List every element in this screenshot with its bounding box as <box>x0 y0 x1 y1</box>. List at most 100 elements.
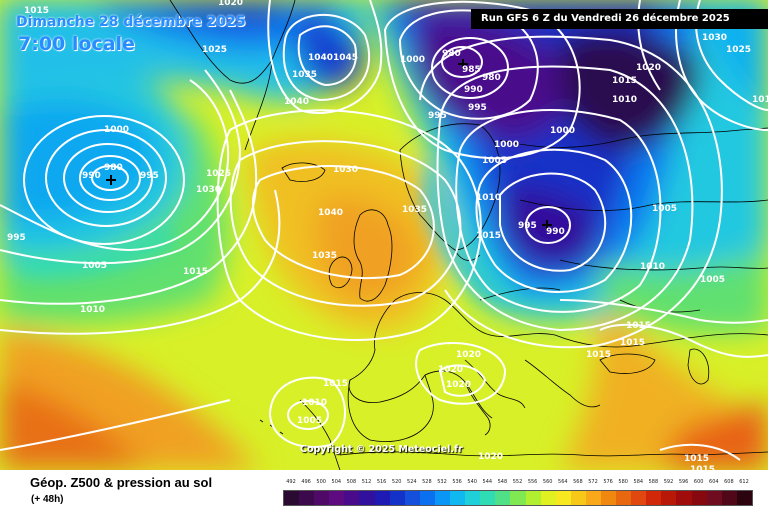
isobar-label: 1000 <box>550 126 575 136</box>
low-markers <box>106 59 552 230</box>
isobar-label: 1010 <box>752 95 768 105</box>
scale-label: 576 <box>603 479 613 485</box>
isobar-label: 1010 <box>640 262 665 272</box>
scale-label: 592 <box>663 479 674 485</box>
scale-label: 568 <box>573 479 583 485</box>
isobar-label: 1005 <box>297 416 322 426</box>
scale-label: 504 <box>331 479 342 485</box>
scale-label: 600 <box>693 479 704 485</box>
isobar-label: 990 <box>546 227 565 237</box>
weather-map: 990 980 995 1000 995 1005 1010 1015 1015… <box>0 0 768 470</box>
isobar-label: 1040 <box>308 53 333 63</box>
scale-label: 524 <box>407 479 417 485</box>
isobar-label: 995 <box>468 103 487 113</box>
scale-label: 544 <box>482 479 493 485</box>
isobar-label: 1025 <box>206 169 231 179</box>
scale-swatch <box>736 491 752 505</box>
scale-label: 596 <box>678 479 689 485</box>
isobar-label: 1010 <box>302 398 327 408</box>
isobar-label: 995 <box>518 221 537 231</box>
isobar-label: 1025 <box>202 45 227 55</box>
isobar-label: 1030 <box>196 185 221 195</box>
scale-swatch <box>450 491 466 505</box>
forecast-date: Dimanche 28 décembre 2025 <box>16 14 246 30</box>
scale-swatch <box>434 491 451 505</box>
isobar-label: 1020 <box>456 350 481 360</box>
scale-swatch <box>404 491 420 505</box>
scale-swatch <box>585 491 601 505</box>
forecast-time: 7:00 locale <box>18 33 135 55</box>
isobar-label: 1015 <box>690 465 715 470</box>
scale-swatch <box>676 491 692 505</box>
isobar-label: 1035 <box>312 251 337 261</box>
scale-swatch <box>555 491 571 505</box>
isobar-label: 1025 <box>726 45 751 55</box>
scale-swatch <box>691 491 707 505</box>
scale-swatch <box>661 491 677 505</box>
isobar-label: 1000 <box>400 55 425 65</box>
isobar-label: 990 <box>464 85 483 95</box>
geopotential-map-svg: 990 980 995 1000 995 1005 1010 1015 1015… <box>0 0 768 470</box>
isobar-label: 990 <box>82 171 101 181</box>
scale-label: 588 <box>648 479 659 485</box>
scale-label: 512 <box>361 479 372 485</box>
scale-label: 528 <box>422 479 432 485</box>
isobars <box>0 0 768 461</box>
scale-swatch <box>510 491 526 505</box>
isobar-label: 1030 <box>702 33 727 43</box>
run-banner: Run GFS 6 Z du Vendredi 26 décembre 2025 <box>471 9 768 29</box>
scale-label: 536 <box>452 479 462 485</box>
isobar-label: 995 <box>140 171 159 181</box>
isobar-label: 1020 <box>636 63 661 73</box>
scale-label: 552 <box>512 479 523 485</box>
isobar-label: 1045 <box>333 53 358 63</box>
scale-label: 604 <box>709 479 719 485</box>
isobar-label: 1020 <box>438 365 463 375</box>
isobar-label: 1020 <box>218 0 243 8</box>
isobar-label: 1005 <box>482 156 507 166</box>
isobar-label: 1015 <box>684 454 709 464</box>
isobar-label: 1005 <box>700 275 725 285</box>
scale-swatch <box>631 491 647 505</box>
scale-swatch <box>329 491 345 505</box>
isobar-label: 1015 <box>612 76 637 86</box>
isobar-label: 1000 <box>104 125 129 135</box>
legend-subtitle: (+ 48h) <box>31 494 64 505</box>
scale-label: 556 <box>527 479 538 485</box>
isobar-label: 1020 <box>446 380 471 390</box>
isobar-label: 980 <box>482 73 501 83</box>
isobar-label: 1035 <box>402 205 427 215</box>
scale-swatch <box>495 491 511 505</box>
scale-label: 612 <box>739 479 749 485</box>
isobar-label: 1035 <box>292 70 317 80</box>
isobar-label: 1000 <box>494 140 519 150</box>
isobar-label: 1010 <box>80 305 105 315</box>
scale-label: 492 <box>286 479 296 485</box>
isobar-label: 1040 <box>284 97 309 107</box>
scale-swatch <box>570 491 586 505</box>
isobar-label: 1010 <box>612 95 637 105</box>
isobar-label: 1015 <box>586 350 611 360</box>
scale-swatch <box>646 491 662 505</box>
color-scale-labels: 492 496 500 504 508 512 516 520 524 528 532 536 540 5… <box>283 479 751 489</box>
scale-swatch <box>299 491 315 505</box>
scale-swatch <box>359 491 375 505</box>
scale-swatch <box>540 491 556 505</box>
scale-label: 560 <box>542 479 553 485</box>
color-scale-bar <box>283 490 753 506</box>
scale-label: 540 <box>467 479 477 485</box>
scale-label: 520 <box>391 479 402 485</box>
isobar-label: 985 <box>462 65 481 75</box>
isobar-label: 995 <box>7 233 26 243</box>
scale-label: 584 <box>633 479 644 485</box>
scale-swatch <box>344 491 360 505</box>
scale-swatch <box>600 491 617 505</box>
legend-title: Géop. Z500 & pression au sol <box>30 475 213 490</box>
legend-footer: Géop. Z500 & pression au sol (+ 48h) 492… <box>0 470 768 512</box>
isobar-label: 1030 <box>333 165 358 175</box>
scale-label: 548 <box>497 479 508 485</box>
isobar-label: 1040 <box>318 208 343 218</box>
scale-swatch <box>374 491 390 505</box>
scale-swatch <box>706 491 722 505</box>
isobar-label: 1005 <box>652 204 677 214</box>
